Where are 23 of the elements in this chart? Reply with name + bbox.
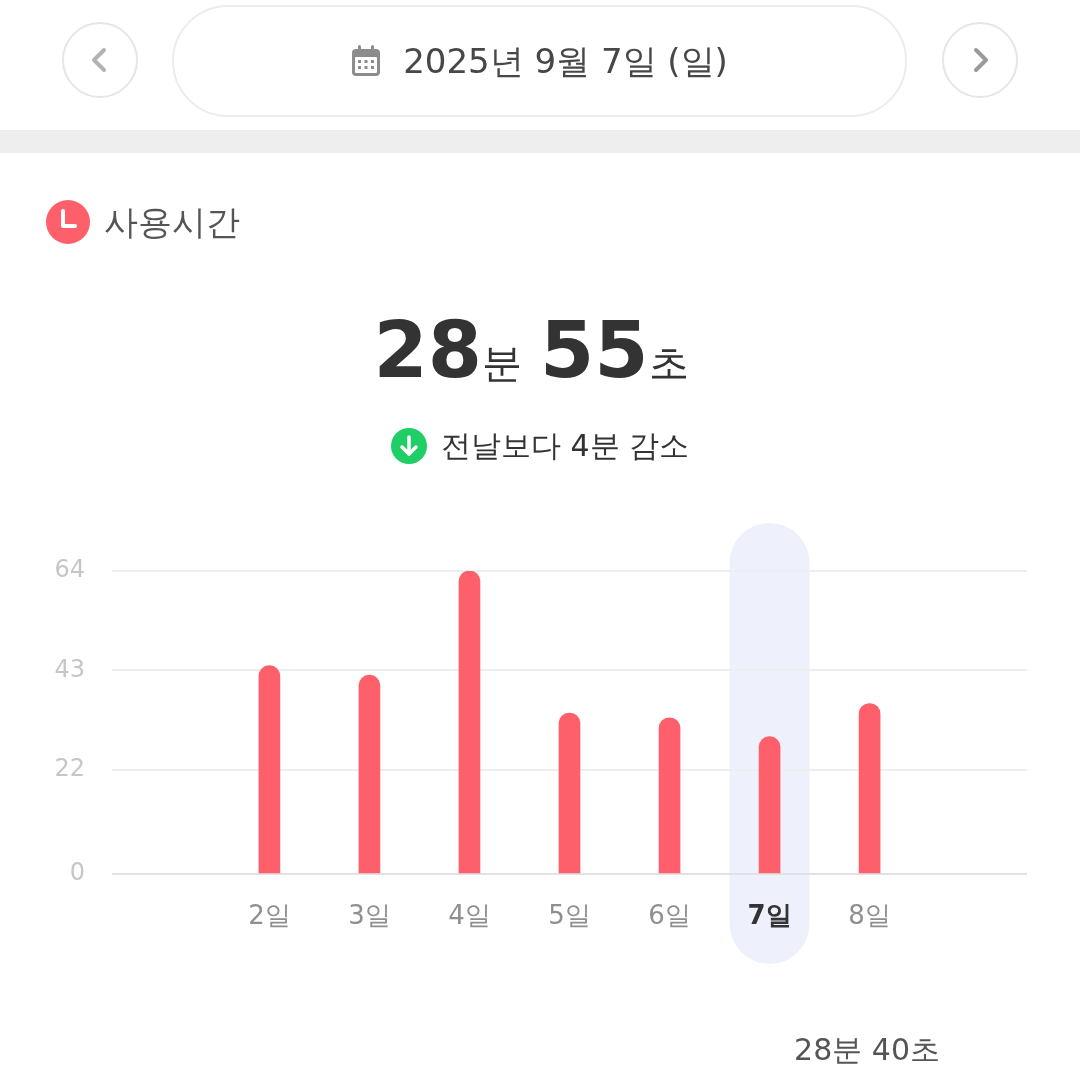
text: 28분 40초 (794, 1031, 940, 1069)
bar (258, 665, 281, 874)
bar (558, 712, 581, 874)
x-tick-label: 3일 (348, 900, 391, 931)
x-tick-label: 2일 (248, 900, 291, 931)
x-tick-label: 6일 (648, 900, 691, 931)
x-tick-label: 7일 (747, 900, 792, 931)
x-tick-label: 8일 (848, 900, 891, 931)
x-tick-label: 5일 (548, 900, 591, 931)
text: 전날보다 4분 감소 (440, 427, 690, 465)
y-tick-label: 43 (54, 654, 85, 683)
bar (458, 571, 481, 874)
bar (758, 736, 781, 874)
date-field: 2025년 9월 7일 (일) (172, 5, 907, 117)
bar (358, 674, 381, 874)
chart-subtitle: 28분 55초 (373, 305, 689, 395)
y-tick-label: 64 (54, 555, 85, 584)
x-tick-label: 4일 (448, 900, 491, 931)
y-tick-label: 22 (54, 754, 85, 783)
chart-title: 사용시간 (104, 201, 240, 244)
bar (858, 703, 881, 874)
bar (658, 717, 681, 874)
y-tick-label: 0 (69, 858, 85, 887)
